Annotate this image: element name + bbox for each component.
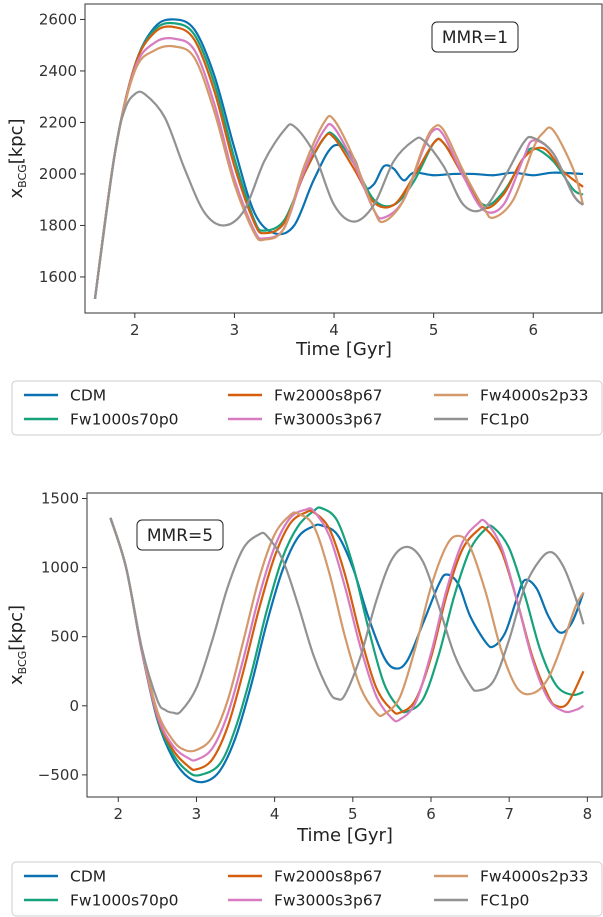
legend-label-FC1p0: FC1p0 <box>480 892 529 910</box>
legend-label-Fw2000s8p67: Fw2000s8p67 <box>274 868 383 886</box>
y-tick-label: 0 <box>69 697 79 715</box>
x-tick-label: 3 <box>192 805 202 823</box>
y-tick-label: 1500 <box>41 490 79 508</box>
x-tick-label: 2 <box>113 805 123 823</box>
legend-label-Fw3000s3p67: Fw3000s3p67 <box>274 892 383 910</box>
legend-label-CDM: CDM <box>70 387 106 405</box>
y-axis-label: xBCG[kpc] <box>6 605 29 685</box>
y-tick-label: 2200 <box>39 113 77 131</box>
legend-label-Fw2000s8p67: Fw2000s8p67 <box>274 387 383 405</box>
x-tick-label: 7 <box>504 805 514 823</box>
x-tick-label: 6 <box>426 805 436 823</box>
y-tick-label: 2400 <box>39 62 77 80</box>
legend-label-Fw4000s2p33: Fw4000s2p33 <box>480 868 589 886</box>
y-tick-label: 2600 <box>39 10 77 28</box>
x-axis-label: Time [Gyr] <box>296 825 393 846</box>
y-tick-label: 1000 <box>41 559 79 577</box>
x-axis-label: Time [Gyr] <box>295 339 392 360</box>
annotation-label: MMR=5 <box>147 526 213 546</box>
y-tick-label: −500 <box>38 766 79 784</box>
x-tick-label: 4 <box>270 805 280 823</box>
x-tick-label: 8 <box>583 805 593 823</box>
chart-1: 2 3 4 5 6 1600 1800 2000 2200 2400 2600 Time [Gyr] x… <box>6 3 603 436</box>
plot-frame <box>86 492 603 798</box>
annotation-box <box>431 21 519 53</box>
series-line-Fw1000s70p0 <box>109 506 584 777</box>
series-line-Fw4000s2p33 <box>93 44 585 299</box>
series-line-FC1p0 <box>109 517 585 715</box>
series-line-CDM <box>93 18 584 299</box>
legend-label-CDM: CDM <box>70 868 106 886</box>
y-axis-label: xBCG[kpc] <box>6 118 29 198</box>
series-line-Fw3000s3p67 <box>109 507 585 762</box>
series-line-FC1p0 <box>93 90 584 299</box>
annotation-box <box>136 519 224 551</box>
x-tick-label: 3 <box>230 321 240 339</box>
x-tick-label: 5 <box>348 805 358 823</box>
y-tick-label: 2000 <box>39 165 77 183</box>
x-tick-label: 5 <box>429 321 439 339</box>
series-line-Fw1000s70p0 <box>93 21 584 299</box>
y-tick-label: 1800 <box>39 216 77 234</box>
x-tick-label: 2 <box>130 321 140 339</box>
series-line-Fw4000s2p33 <box>109 511 585 753</box>
plot-frame <box>84 3 603 314</box>
chart-2: 2 3 4 5 6 7 8 −500 0 500 1000 1500 Time [Gyr] xBCG[kp… <box>6 490 603 917</box>
legend-label-Fw1000s70p0: Fw1000s70p0 <box>70 411 179 429</box>
y-tick-label: 1600 <box>39 268 77 286</box>
legend-label-FC1p0: FC1p0 <box>480 411 529 429</box>
x-tick-label: 4 <box>329 321 339 339</box>
legend-label-Fw1000s70p0: Fw1000s70p0 <box>70 892 179 910</box>
legend-label-Fw3000s3p67: Fw3000s3p67 <box>274 411 383 429</box>
series-line-Fw2000s8p67 <box>93 25 584 299</box>
annotation-label: MMR=1 <box>442 28 508 48</box>
legend-label-Fw4000s2p33: Fw4000s2p33 <box>480 387 589 405</box>
y-tick-label: 500 <box>50 628 79 646</box>
x-tick-label: 6 <box>528 321 538 339</box>
series-line-Fw3000s3p67 <box>93 37 584 299</box>
